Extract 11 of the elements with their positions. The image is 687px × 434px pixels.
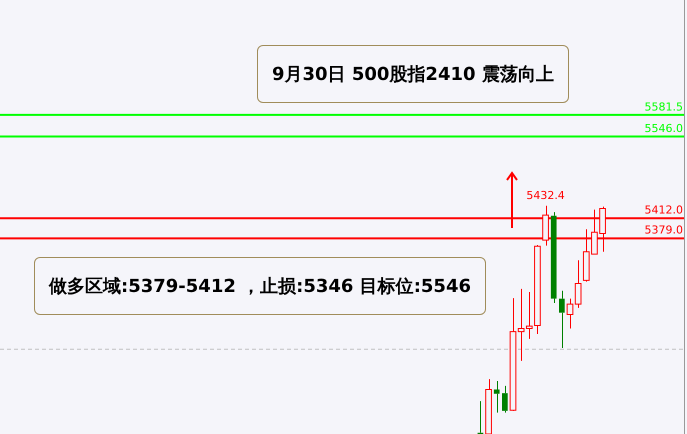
ref-line-label: 5546.0 [644,122,683,135]
candlestick [559,290,565,349]
ref-line-label: 5379.0 [644,224,683,237]
candlestick [550,212,557,304]
annotation: 做多区域:5379-5412 ，止损:5346 目标位:5546 [34,257,486,315]
ref-line-label: 5412.0 [644,204,683,217]
ref-line-label: 5581.5 [644,100,683,114]
annotation: 5432.4 [526,189,565,202]
candlestick [502,385,508,414]
text: 9月30日 500股指2410 震荡向上 [257,45,569,103]
candlestick [494,380,500,414]
